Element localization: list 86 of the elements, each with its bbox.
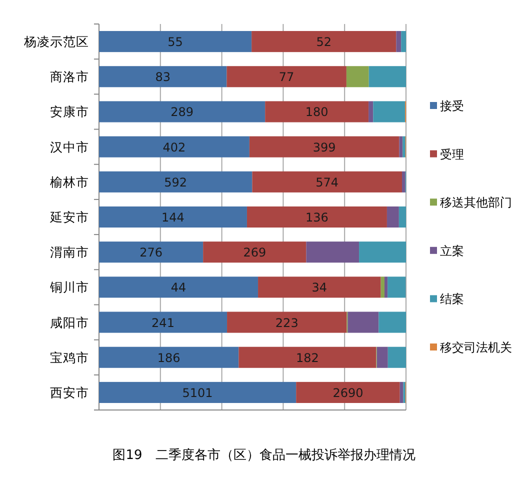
bar bbox=[368, 66, 406, 88]
annotation: 182 bbox=[296, 350, 319, 365]
bar bbox=[99, 206, 247, 228]
annotation: 592 bbox=[164, 175, 188, 190]
bar bbox=[99, 31, 252, 52]
y-tick-label: 榆林市 bbox=[50, 174, 89, 190]
bar bbox=[348, 312, 379, 333]
bar bbox=[368, 101, 374, 122]
bar bbox=[402, 171, 406, 192]
bar bbox=[227, 312, 347, 333]
annotation: 186 bbox=[157, 350, 180, 365]
annotation: 52 bbox=[316, 35, 332, 50]
bar bbox=[401, 31, 406, 52]
bar bbox=[396, 31, 402, 52]
y-tick-label: 西安市 bbox=[50, 384, 89, 400]
annotation: 34 bbox=[312, 280, 328, 295]
annotation: 269 bbox=[243, 246, 266, 260]
bar bbox=[246, 206, 387, 228]
bar bbox=[249, 136, 400, 158]
annotation: 136 bbox=[306, 210, 328, 224]
annotation: 144 bbox=[162, 210, 184, 224]
annotation: 289 bbox=[170, 105, 194, 120]
bar bbox=[402, 136, 406, 158]
bar bbox=[378, 312, 406, 333]
bar bbox=[238, 346, 376, 368]
bar bbox=[384, 276, 388, 298]
annotation: 223 bbox=[275, 316, 298, 330]
bar bbox=[99, 242, 204, 263]
bar bbox=[99, 346, 239, 368]
annotation: 77 bbox=[278, 70, 294, 84]
y-tick-label: 汉中市 bbox=[50, 139, 89, 154]
bar bbox=[388, 276, 406, 298]
annotation: 44 bbox=[170, 280, 186, 295]
bar bbox=[373, 101, 406, 122]
bar bbox=[252, 31, 396, 52]
bar bbox=[376, 346, 388, 368]
bar bbox=[99, 101, 266, 122]
bar bbox=[99, 66, 227, 88]
legend-item: 接受 bbox=[430, 99, 464, 113]
bar bbox=[380, 276, 385, 298]
bar bbox=[99, 382, 296, 403]
annotation: 5101 bbox=[182, 386, 213, 400]
bar bbox=[258, 276, 381, 298]
annotation: 399 bbox=[312, 140, 336, 154]
annotation: 2690 bbox=[332, 386, 364, 400]
bar bbox=[388, 346, 406, 368]
bar bbox=[346, 66, 369, 88]
y-tick-label: 杨凌示范区 bbox=[23, 34, 89, 50]
text: 图19 二季度各市（区）食品一械投诉举报办理情况 bbox=[112, 447, 416, 463]
legend-label: 受理 bbox=[440, 147, 464, 162]
legend-item: 受理 bbox=[430, 147, 464, 162]
legend-label: 立案 bbox=[440, 244, 464, 258]
legend-item: 移送其他部门 bbox=[430, 196, 512, 210]
y-tick-label: 渭南市 bbox=[50, 244, 89, 260]
legend-label: 结案 bbox=[440, 292, 464, 306]
bar bbox=[306, 242, 360, 263]
bar bbox=[399, 136, 403, 158]
y-tick-label: 咸阳市 bbox=[50, 314, 89, 330]
y-tick-label: 宝鸡市 bbox=[50, 350, 89, 365]
legend-item: 移交司法机关 bbox=[430, 340, 512, 354]
bar bbox=[203, 242, 306, 263]
annotation: 241 bbox=[152, 316, 174, 330]
legend-item: 结案 bbox=[430, 292, 464, 306]
annotation: 180 bbox=[305, 105, 328, 120]
bar bbox=[359, 242, 406, 263]
bar bbox=[252, 171, 402, 192]
legend-label: 接受 bbox=[440, 99, 464, 113]
annotation: 574 bbox=[316, 175, 339, 190]
bar bbox=[99, 312, 228, 333]
annotation: 83 bbox=[155, 70, 170, 84]
y-tick-label: 铜川市 bbox=[49, 280, 89, 295]
y-tick-label: 安康市 bbox=[50, 104, 89, 120]
annotation: 55 bbox=[168, 35, 183, 50]
annotation: 402 bbox=[162, 140, 186, 154]
bar bbox=[296, 382, 400, 403]
bar bbox=[99, 276, 258, 298]
bar bbox=[386, 206, 399, 228]
y-tick-label: 商洛市 bbox=[50, 69, 89, 84]
annotation: 276 bbox=[140, 246, 162, 260]
bar bbox=[99, 171, 252, 192]
bar bbox=[265, 101, 369, 122]
y-tick-label: 延安市 bbox=[49, 210, 89, 224]
bar bbox=[99, 136, 250, 158]
legend-item: 立案 bbox=[430, 244, 464, 258]
bar bbox=[226, 66, 346, 88]
bar bbox=[398, 206, 406, 228]
